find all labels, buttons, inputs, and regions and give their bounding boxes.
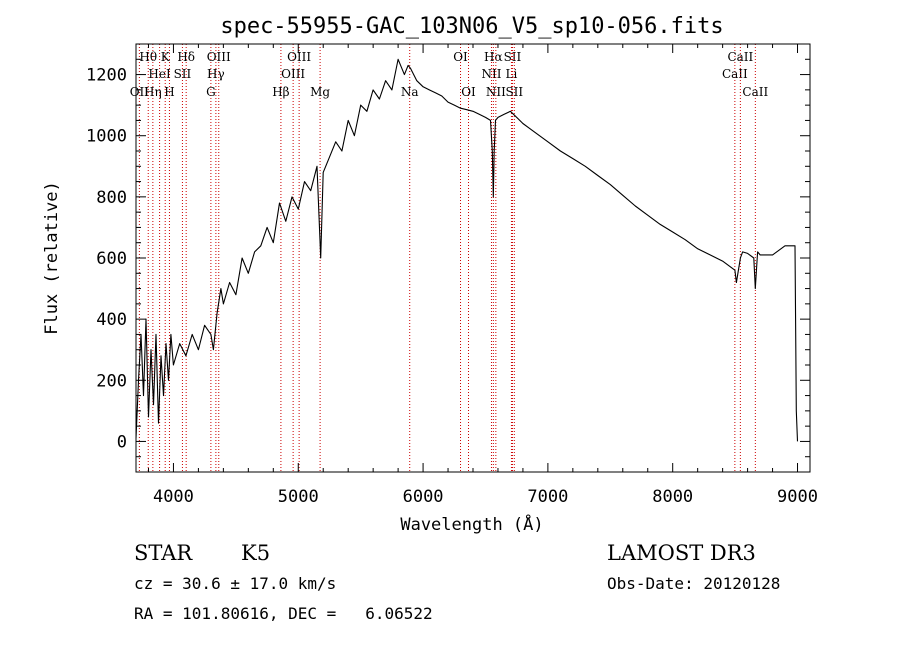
object-class-label: STAR [134,541,193,565]
x-tick-label-3: 7000 [527,487,568,507]
survey-label: LAMOST DR3 [607,541,756,565]
line-marker-label-7: Hδ [177,50,195,64]
x-tick-label-5: 9000 [777,487,818,507]
series-line-0 [135,58,799,442]
line-marker-label-0: OII [130,85,150,99]
x-tick-label-2: 6000 [403,487,444,507]
line-marker-label-6: SII [174,67,192,81]
line-marker-label-14: Mg [310,85,330,99]
y-tick-label-2: 400 [96,310,127,330]
line-marker-label-11: Hβ [272,85,289,99]
line-marker-label-18: NII [481,67,501,81]
line-marker-label-15: Na [401,85,419,99]
obs-date-label: Obs-Date: 20120128 [607,574,780,593]
line-marker-label-10: OIII [207,50,231,64]
line-marker-label-20: NII [486,85,506,99]
line-marker-label-16: OI [453,50,468,64]
line-marker-label-21: Li [506,67,518,81]
line-marker-label-23: SII [505,85,523,99]
line-marker-label-4: K [161,50,171,64]
plot-frame [135,43,811,473]
x-tick-label-1: 5000 [278,487,319,507]
line-marker-label-8: G [206,85,216,99]
line-marker-label-5: H [164,85,174,99]
coords-label: RA = 101.80616, DEC = 6.06522 [134,604,433,623]
x-axis-label: Wavelength (Å) [400,513,543,535]
y-tick-label-1: 200 [96,371,127,391]
line-marker-label-22: SII [504,50,522,64]
axis-ticks: 4000 5000 6000 7000 8000 9000 0 200 400 600 800 100… [86,43,818,507]
line-marker-label-1: Hθ [139,50,157,64]
line-marker-label-9: Hγ [207,67,225,81]
line-marker-label-26: CaII [742,85,768,99]
line-marker-label-25: CaII [727,50,753,64]
y-tick-label-0: 0 [117,432,127,452]
line-marker-label-13: OIII [287,50,311,64]
y-tick-label-5: 1000 [86,127,127,147]
line-marker-label-3: HeI [148,67,171,81]
line-marker-label-12: OIII [281,67,305,81]
series-layer [135,58,799,442]
y-tick-label-3: 600 [96,249,127,269]
x-tick-label-4: 8000 [652,487,693,507]
line-marker-label-17: OI [461,85,476,99]
x-tick-label-0: 4000 [153,487,194,507]
subclass-label: K5 [241,541,270,565]
line-marker-label-2: Hη [144,85,162,99]
y-axis-label: Flux (relative) [42,181,62,335]
chart-title: spec-55955-GAC_103N06_V5_sp10-056.fits [220,14,723,39]
y-tick-label-6: 1200 [86,66,127,86]
redshift-label: cz = 30.6 ± 17.0 km/s [134,574,336,593]
y-tick-label-4: 800 [96,188,127,208]
line-marker-label-24: CaII [722,67,748,81]
line-marker-label-19: Hα [484,50,503,64]
